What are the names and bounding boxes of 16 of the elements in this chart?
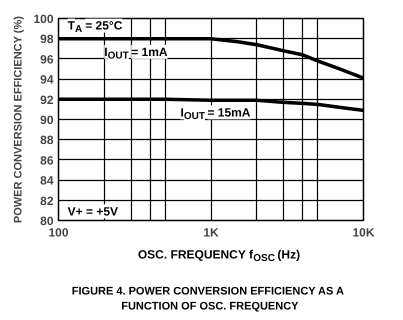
text: FIGURE 4. POWER CONVERSION EFFICIENCY AS A FUNCTION OF OSC. FREQUENCY bbox=[72, 286, 344, 312]
x-tick-label: 10K bbox=[352, 226, 375, 240]
y-tick-label: 82 bbox=[40, 194, 54, 208]
annotation: V+ = +5V bbox=[68, 204, 118, 218]
y-tick-label: 86 bbox=[40, 153, 54, 168]
y-tick-label: 96 bbox=[40, 52, 54, 66]
y-tick-label: 88 bbox=[40, 133, 54, 148]
y-tick-label: 94 bbox=[40, 72, 54, 87]
y-tick-label: 84 bbox=[40, 174, 54, 188]
y-tick-label: 92 bbox=[40, 92, 54, 107]
y-tick-label: 90 bbox=[40, 113, 54, 127]
y-axis-title: POWER CONVERSION EFFICIENCY (%) bbox=[12, 16, 24, 224]
x-tick-label: 1K bbox=[203, 226, 220, 240]
y-tick-label: 98 bbox=[40, 32, 54, 46]
y-tick-label: 80 bbox=[40, 214, 54, 228]
y-tick-label: 100 bbox=[33, 12, 54, 26]
